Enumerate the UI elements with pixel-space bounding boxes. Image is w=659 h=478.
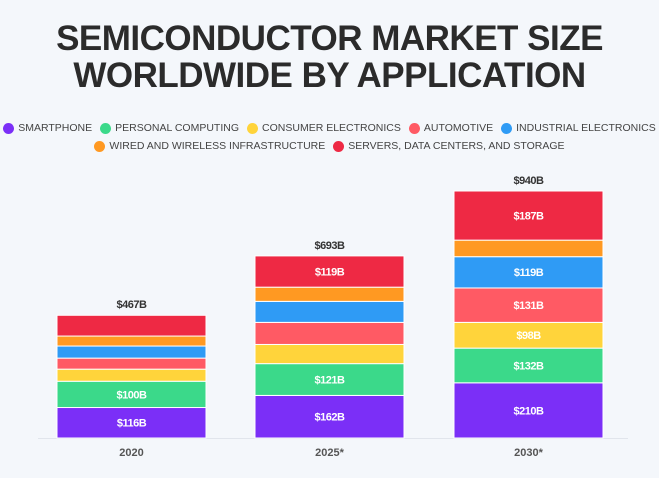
- legend-item: PERSONAL COMPUTING: [100, 122, 239, 134]
- value-label: $121B: [315, 374, 345, 386]
- legend-label: SERVERS, DATA CENTERS, AND STORAGE: [348, 140, 565, 152]
- x-tick-label: 2030*: [514, 447, 543, 459]
- value-label: $119B: [315, 266, 345, 278]
- bar-segment: [254, 300, 405, 323]
- legend-marker: [501, 122, 513, 134]
- total-label: $693B: [315, 240, 345, 252]
- bar-segment: [453, 321, 604, 349]
- legend-item: AUTOMOTIVE: [408, 122, 494, 134]
- legend-marker: [3, 122, 15, 134]
- total-label: $467B: [117, 299, 147, 311]
- legend-item: INDUSTRIAL ELECTRONICS: [501, 122, 656, 134]
- value-label: $100B: [117, 389, 147, 401]
- value-label: $162B: [315, 412, 345, 424]
- value-label: $132B: [514, 360, 544, 372]
- legend-marker: [247, 122, 259, 134]
- legend-row: SMARTPHONE PERSONAL COMPUTING CONSUMER ELE…: [0, 119, 659, 137]
- legend-label: WIRED AND WIRELESS INFRASTRUCTURE: [109, 140, 326, 152]
- legend-item: WIRED AND WIRELESS INFRASTRUCTURE: [94, 140, 325, 152]
- legend-label: CONSUMER ELECTRONICS: [262, 122, 401, 134]
- legend: SMARTPHONE PERSONAL COMPUTING CONSUMER ELE…: [0, 119, 659, 155]
- x-tick-label: 2020: [119, 447, 143, 459]
- value-label: $119B: [514, 267, 544, 279]
- bar-segment: [453, 190, 604, 241]
- x-tick-label: 2025*: [315, 447, 344, 459]
- bar-segment: [56, 357, 207, 370]
- bar-segment: [254, 255, 405, 288]
- value-label: $210B: [514, 405, 544, 417]
- legend-label: SMARTPHONE: [18, 122, 93, 134]
- legend-label: AUTOMOTIVE: [423, 122, 494, 134]
- bar-segment: [453, 239, 604, 258]
- legend-marker: [408, 122, 420, 134]
- bar-segment: [56, 368, 207, 382]
- value-label: $131B: [514, 300, 544, 312]
- legend-label: PERSONAL COMPUTING: [115, 122, 240, 134]
- bar-segment: [56, 345, 207, 359]
- value-label: $187B: [514, 210, 544, 222]
- value-label: $116B: [117, 418, 147, 430]
- bar-segment: [254, 343, 405, 365]
- bar-segment: [453, 347, 604, 384]
- bar-segment: [56, 314, 207, 337]
- bar-segment: [56, 380, 207, 409]
- chart-title: SEMICONDUCTOR MARKET SIZE WORLDWIDE BY A…: [56, 19, 603, 95]
- legend-label: INDUSTRIAL ELECTRONICS: [516, 122, 656, 134]
- legend-item: SERVERS, DATA CENTERS, AND STORAGE: [333, 140, 565, 152]
- legend-row: WIRED AND WIRELESS INFRASTRUCTURE SERVERS…: [0, 137, 659, 155]
- legend-marker: [100, 122, 112, 134]
- legend-item: CONSUMER ELECTRONICS: [247, 122, 401, 134]
- total-label: $940B: [514, 175, 544, 187]
- bar-segment: [453, 256, 604, 289]
- bar-segment: [453, 382, 604, 439]
- bar-segment: [453, 287, 604, 323]
- legend-marker: [94, 140, 106, 152]
- bar-segment: [56, 335, 207, 347]
- bar-segment: [254, 286, 405, 302]
- legend-marker: [333, 140, 345, 152]
- legend-item: SMARTPHONE: [3, 122, 92, 134]
- value-label: $98B: [516, 330, 541, 342]
- bar-segment: [254, 321, 405, 345]
